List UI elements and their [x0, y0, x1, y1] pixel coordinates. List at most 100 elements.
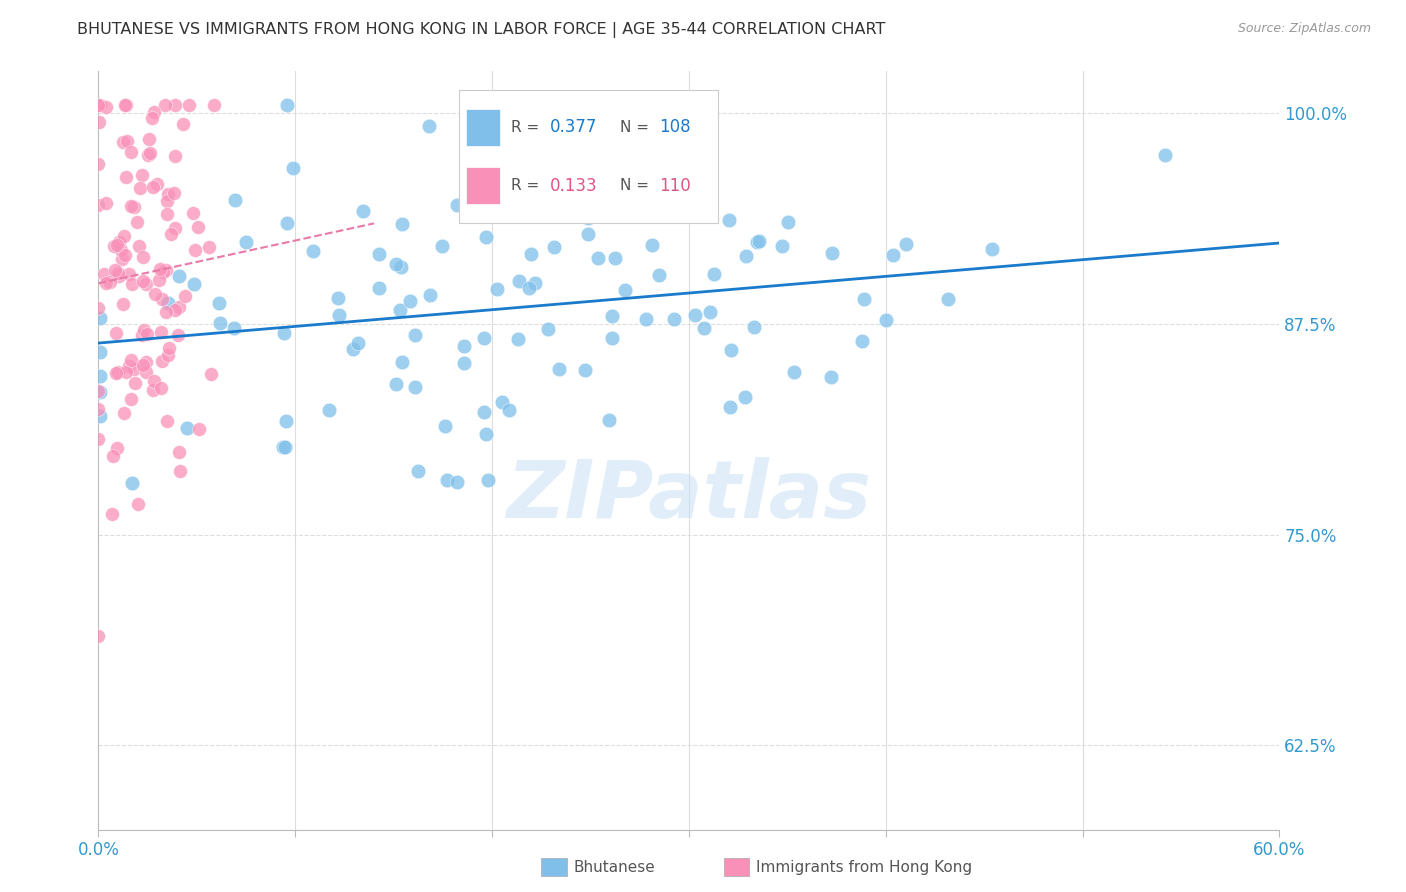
- Point: [177, 98, 200, 112]
- Point: [132, 251, 155, 265]
- Point: [603, 252, 626, 266]
- Point: [89, 310, 111, 325]
- Point: [600, 309, 623, 323]
- Point: [224, 193, 246, 207]
- Point: [537, 322, 560, 336]
- Point: [853, 292, 876, 306]
- Point: [367, 281, 389, 295]
- Point: [472, 404, 495, 418]
- Point: [548, 362, 571, 376]
- Point: [136, 326, 159, 341]
- Point: [173, 289, 195, 303]
- Point: [142, 179, 165, 194]
- Point: [446, 197, 468, 211]
- Point: [163, 220, 186, 235]
- Point: [114, 247, 136, 261]
- Point: [120, 145, 142, 160]
- Point: [188, 422, 211, 436]
- Point: [135, 355, 157, 369]
- Point: [149, 381, 172, 395]
- Point: [115, 170, 138, 185]
- Point: [980, 242, 1002, 256]
- Point: [156, 414, 179, 428]
- Point: [404, 327, 426, 342]
- Point: [717, 213, 740, 227]
- Point: [276, 98, 298, 112]
- Point: [748, 234, 770, 248]
- Point: [598, 413, 620, 427]
- Point: [120, 353, 142, 368]
- Point: [281, 161, 304, 175]
- Point: [107, 266, 129, 280]
- Text: Immigrants from Hong Kong: Immigrants from Hong Kong: [756, 860, 973, 874]
- Point: [641, 238, 664, 252]
- Point: [683, 308, 706, 322]
- Point: [778, 215, 800, 229]
- Point: [152, 265, 174, 279]
- Point: [89, 385, 111, 400]
- Point: [163, 186, 186, 200]
- Point: [103, 238, 125, 252]
- Point: [198, 240, 221, 254]
- Point: [477, 473, 499, 487]
- Point: [524, 276, 547, 290]
- Point: [418, 120, 440, 134]
- Text: Bhutanese: Bhutanese: [574, 860, 655, 874]
- Point: [120, 392, 142, 406]
- Point: [89, 98, 111, 112]
- Point: [499, 98, 522, 112]
- Point: [519, 247, 541, 261]
- Point: [202, 98, 225, 112]
- Text: Source: ZipAtlas.com: Source: ZipAtlas.com: [1237, 22, 1371, 36]
- Point: [156, 295, 179, 310]
- Point: [135, 277, 157, 292]
- Point: [734, 390, 756, 404]
- Point: [276, 216, 298, 230]
- Point: [894, 236, 917, 251]
- Text: ZIPatlas: ZIPatlas: [506, 457, 872, 535]
- Point: [588, 252, 610, 266]
- Point: [235, 235, 257, 250]
- Point: [820, 246, 842, 260]
- Point: [143, 287, 166, 301]
- Point: [453, 339, 475, 353]
- Point: [184, 243, 207, 257]
- Point: [155, 263, 177, 277]
- Point: [302, 244, 325, 258]
- Point: [89, 409, 111, 423]
- Point: [169, 464, 191, 478]
- Point: [131, 328, 153, 343]
- Point: [112, 297, 135, 311]
- Point: [108, 269, 131, 284]
- Point: [200, 367, 222, 381]
- Point: [122, 361, 145, 376]
- Point: [94, 195, 117, 210]
- Point: [132, 275, 155, 289]
- Point: [648, 268, 671, 282]
- Point: [87, 157, 110, 171]
- Point: [96, 100, 118, 114]
- Point: [101, 449, 124, 463]
- Point: [176, 420, 198, 434]
- Point: [87, 98, 110, 112]
- Point: [770, 239, 793, 253]
- Point: [347, 335, 370, 350]
- Point: [181, 206, 204, 220]
- Point: [389, 260, 412, 274]
- Point: [163, 303, 186, 318]
- Point: [385, 376, 408, 391]
- Point: [155, 305, 177, 319]
- Point: [453, 356, 475, 370]
- Point: [368, 247, 391, 261]
- Point: [87, 301, 110, 315]
- Point: [150, 354, 173, 368]
- Point: [101, 507, 124, 521]
- Point: [141, 111, 163, 125]
- Point: [576, 227, 599, 242]
- Point: [104, 263, 127, 277]
- Point: [742, 319, 765, 334]
- Point: [436, 473, 458, 487]
- Point: [115, 365, 138, 379]
- Point: [209, 316, 232, 330]
- Point: [89, 369, 111, 384]
